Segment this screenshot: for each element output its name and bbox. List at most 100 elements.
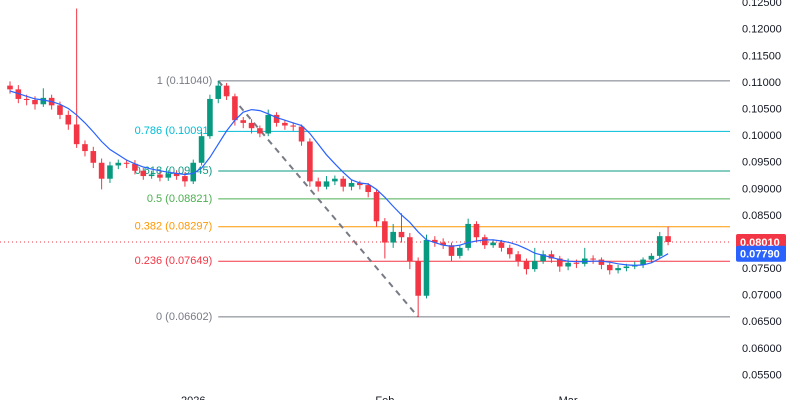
candle-body	[332, 178, 338, 182]
candle-body	[290, 125, 297, 127]
candle-body	[82, 144, 88, 152]
y-tick-label: 0.10500	[742, 103, 782, 115]
candle-body	[57, 105, 63, 115]
candle-body	[390, 231, 396, 243]
candle-body	[90, 151, 97, 163]
y-tick-label: 0.06500	[742, 316, 782, 328]
candle-body	[182, 176, 188, 182]
candle-body	[515, 254, 521, 262]
candle-body	[257, 128, 263, 134]
candle-body	[315, 181, 322, 187]
candle-body	[473, 223, 480, 238]
candle-body	[323, 181, 330, 187]
candle-body	[248, 122, 255, 129]
y-tick-label: 0.07500	[742, 263, 782, 275]
candle-body	[507, 247, 513, 255]
y-tick-label: 0.08500	[742, 210, 782, 222]
candle-body	[348, 182, 355, 187]
fib-label: 1 (0.11040)	[157, 75, 212, 87]
x-tick-label: Feb	[375, 395, 394, 400]
candle-body	[640, 259, 646, 265]
candle-body	[531, 261, 538, 270]
candle-body	[656, 236, 663, 256]
candle-body	[490, 242, 496, 246]
y-tick-label: 0.06000	[742, 343, 782, 355]
fib-trend-line	[217, 80, 419, 318]
candle-body	[423, 239, 430, 296]
candle-body	[7, 85, 13, 90]
candle-body	[123, 162, 130, 164]
candle-body	[107, 165, 113, 179]
candle-body	[307, 141, 313, 182]
y-tick-label: 0.12500	[742, 0, 782, 9]
candle-body	[590, 258, 596, 260]
candle-body	[240, 120, 247, 123]
y-tick-label: 0.05500	[742, 369, 782, 381]
y-tick-label: 0.09000	[742, 183, 782, 195]
candle-body	[198, 136, 205, 163]
candle-body	[382, 221, 388, 243]
candle-body	[40, 97, 47, 105]
candle-body	[215, 85, 222, 99]
candle-body	[398, 231, 405, 238]
y-tick-label: 0.11000	[742, 77, 781, 89]
candle-body	[482, 237, 488, 246]
candle-body	[140, 170, 147, 177]
candle-body	[373, 192, 380, 222]
candle-body	[623, 266, 630, 269]
candle-body	[132, 163, 138, 171]
candle-body	[465, 223, 471, 248]
candle-body	[298, 126, 305, 142]
y-tick-label: 0.11500	[742, 50, 781, 62]
candle-body	[98, 162, 105, 179]
y-tick-label: 0.07000	[742, 290, 782, 302]
candle-body	[615, 268, 621, 271]
candle-body	[648, 255, 655, 260]
price-tag-label: 0.07790	[740, 249, 780, 261]
y-tick-label: 0.10000	[742, 130, 782, 142]
candle-body	[223, 85, 230, 97]
candle-body	[457, 247, 463, 256]
candle-body	[207, 98, 213, 137]
candle-body	[340, 178, 346, 187]
fib-label: 0.382 (0.08297)	[135, 221, 213, 233]
fib-label: 0.618 (0.09345)	[135, 165, 213, 177]
y-tick-label: 0.12000	[742, 24, 782, 36]
candle-body	[157, 174, 163, 178]
candle-body	[556, 258, 563, 267]
candle-body	[190, 162, 197, 182]
candle-body	[548, 254, 555, 259]
candle-body	[498, 242, 505, 248]
candle-body	[73, 124, 80, 145]
x-tick-label: Mar	[559, 395, 578, 400]
candle-body	[23, 98, 30, 100]
candle-body	[357, 182, 363, 186]
candle-body	[565, 262, 571, 267]
candle-body	[573, 262, 580, 264]
candle-body	[665, 236, 671, 243]
candle-body	[115, 162, 122, 166]
candle-body	[365, 185, 371, 193]
candle-body	[32, 100, 38, 105]
candle-body	[273, 114, 280, 123]
moving-average	[9, 90, 669, 267]
candle-body	[432, 239, 438, 243]
candle-body	[65, 114, 72, 125]
candle-body	[440, 242, 446, 246]
candle-body	[415, 261, 421, 296]
y-tick-label: 0.09500	[742, 157, 782, 169]
x-tick-label: 2026	[181, 395, 205, 400]
candle-body	[265, 114, 272, 134]
candle-body	[598, 259, 605, 265]
price-tag	[736, 245, 786, 262]
candle-body	[232, 96, 238, 121]
candle-body	[540, 254, 546, 262]
candle-body	[606, 264, 613, 271]
fib-label: 0 (0.06602)	[156, 311, 212, 323]
candle-body	[148, 174, 155, 177]
candle-body	[407, 237, 413, 262]
candle-body	[448, 245, 455, 256]
candle-body	[282, 122, 288, 126]
